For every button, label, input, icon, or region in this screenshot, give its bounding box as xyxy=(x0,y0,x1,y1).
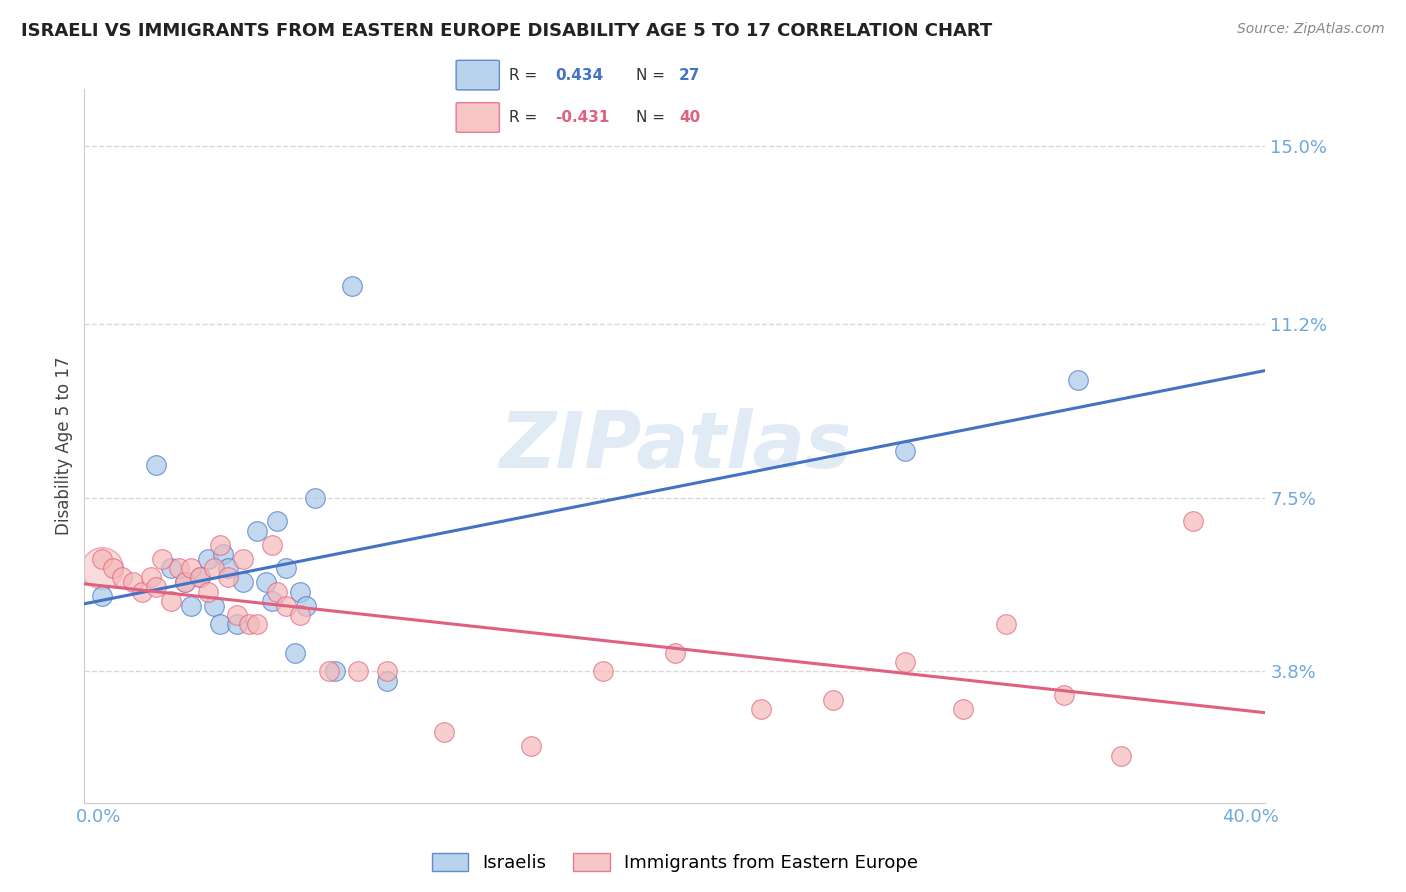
Point xyxy=(952,702,974,716)
Point xyxy=(150,551,173,566)
Point xyxy=(174,575,197,590)
FancyBboxPatch shape xyxy=(456,61,499,90)
Y-axis label: Disability Age 5 to 17: Disability Age 5 to 17 xyxy=(55,357,73,535)
Point xyxy=(226,607,249,622)
Point xyxy=(145,458,167,472)
Point xyxy=(749,702,772,716)
Point xyxy=(274,599,297,613)
Point xyxy=(208,538,231,552)
Text: ZIPatlas: ZIPatlas xyxy=(499,408,851,484)
Point xyxy=(823,692,845,706)
Point xyxy=(894,655,917,669)
Point xyxy=(347,665,370,679)
Point xyxy=(260,594,283,608)
Point xyxy=(1053,688,1076,702)
Point xyxy=(290,584,312,599)
Point xyxy=(169,561,191,575)
Point xyxy=(246,524,269,538)
Point xyxy=(323,665,346,679)
Point xyxy=(188,570,211,584)
Point xyxy=(217,570,239,584)
Point xyxy=(159,561,181,575)
Text: 27: 27 xyxy=(679,68,700,83)
Point xyxy=(174,575,197,590)
Point xyxy=(1067,373,1090,387)
Point xyxy=(139,570,162,584)
Point xyxy=(375,665,398,679)
Point xyxy=(122,575,145,590)
Text: Source: ZipAtlas.com: Source: ZipAtlas.com xyxy=(1237,22,1385,37)
Point xyxy=(433,725,456,739)
Point xyxy=(197,584,219,599)
Point xyxy=(180,561,202,575)
Point xyxy=(304,491,326,505)
Text: 40: 40 xyxy=(679,110,700,125)
Text: R =: R = xyxy=(509,68,537,83)
Point xyxy=(226,617,249,632)
Point xyxy=(266,584,288,599)
Point xyxy=(592,665,614,679)
Point xyxy=(894,443,917,458)
Point xyxy=(90,551,112,566)
Point xyxy=(188,570,211,584)
Point xyxy=(290,607,312,622)
Point xyxy=(202,561,225,575)
Legend: Israelis, Immigrants from Eastern Europe: Israelis, Immigrants from Eastern Europe xyxy=(425,846,925,880)
Point xyxy=(664,646,686,660)
Text: 0.434: 0.434 xyxy=(555,68,603,83)
Point xyxy=(1111,748,1133,763)
Point xyxy=(159,594,181,608)
Point xyxy=(1182,514,1205,528)
Point xyxy=(266,514,288,528)
Point xyxy=(318,665,340,679)
Point xyxy=(180,599,202,613)
Text: ISRAELI VS IMMIGRANTS FROM EASTERN EUROPE DISABILITY AGE 5 TO 17 CORRELATION CHA: ISRAELI VS IMMIGRANTS FROM EASTERN EUROP… xyxy=(21,22,993,40)
Point xyxy=(90,561,112,575)
Text: N =: N = xyxy=(636,110,665,125)
Point xyxy=(101,561,124,575)
Point xyxy=(111,570,134,584)
Text: R =: R = xyxy=(509,110,537,125)
Point xyxy=(131,584,153,599)
Point xyxy=(284,646,307,660)
Point xyxy=(260,538,283,552)
Point xyxy=(90,589,112,603)
Text: -0.431: -0.431 xyxy=(555,110,609,125)
Point xyxy=(197,551,219,566)
Point xyxy=(208,617,231,632)
Point xyxy=(254,575,277,590)
Point xyxy=(145,580,167,594)
Point xyxy=(342,279,364,293)
FancyBboxPatch shape xyxy=(456,103,499,132)
Text: N =: N = xyxy=(636,68,665,83)
Point xyxy=(246,617,269,632)
Point xyxy=(375,673,398,688)
Point xyxy=(295,599,318,613)
Point xyxy=(202,599,225,613)
Point xyxy=(274,561,297,575)
Point xyxy=(520,739,543,754)
Point xyxy=(995,617,1018,632)
Point xyxy=(232,575,254,590)
Point xyxy=(232,551,254,566)
Point xyxy=(211,547,233,561)
Point xyxy=(238,617,260,632)
Point xyxy=(217,561,239,575)
